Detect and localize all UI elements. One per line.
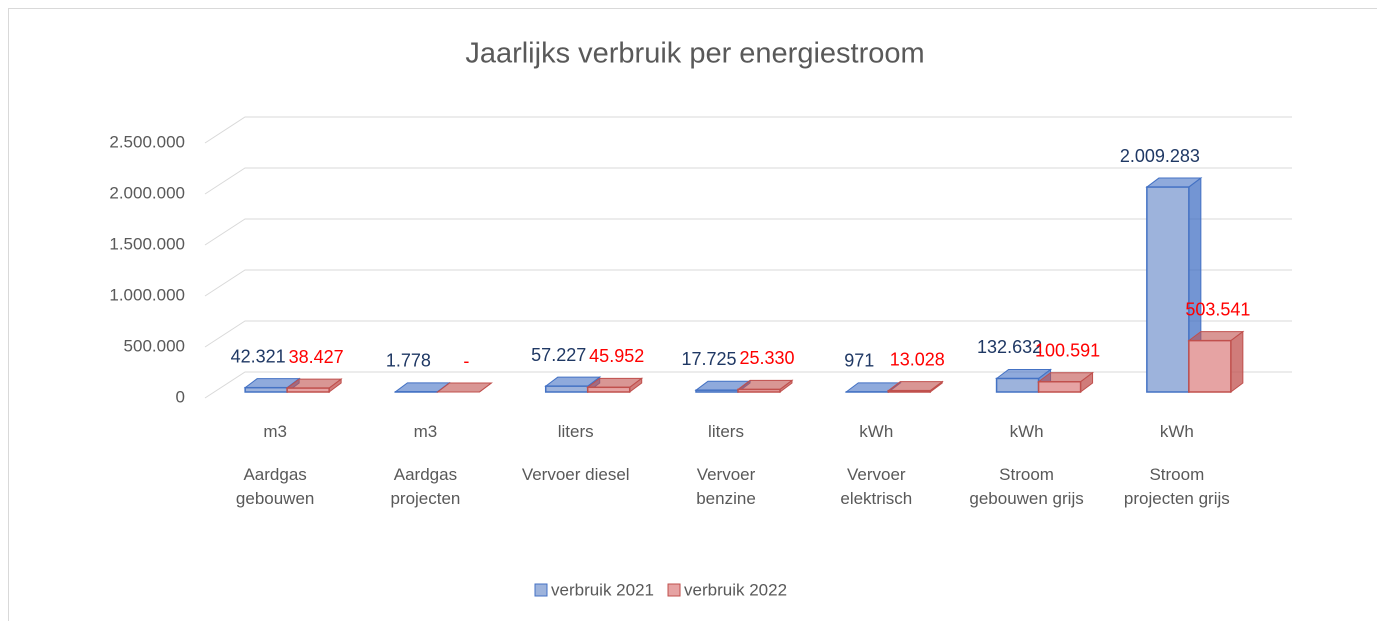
bar-face: [1188, 339, 1232, 393]
grid-line: [204, 218, 1292, 246]
x-unit-label: m3: [263, 422, 287, 441]
y-tick-label: 1.500.000: [109, 234, 185, 253]
bar-face: [887, 389, 932, 393]
x-tick-label: Vervoer benzine: [696, 465, 756, 508]
x-unit-label: kWh: [1009, 422, 1044, 441]
data-label: -: [463, 351, 469, 371]
data-label: 971: [844, 351, 874, 371]
legend-swatch: [667, 583, 681, 597]
bar: [736, 379, 794, 393]
legend-label: verbruik 2021: [551, 580, 654, 599]
bar-face: [737, 388, 781, 393]
x-tick-label: Vervoer elektrisch: [840, 465, 913, 508]
grid-line: [204, 320, 1292, 348]
y-tick-label: 0: [176, 387, 185, 406]
bar: [1037, 371, 1095, 393]
data-label: 17.725: [681, 349, 736, 369]
bar-face: [586, 386, 631, 393]
bar-face: [1146, 186, 1190, 393]
y-tick-label: 500.000: [124, 336, 185, 355]
x-tick-label: Aardgas projecten: [390, 465, 461, 508]
bar-face: [544, 385, 589, 393]
data-label: 1.778: [386, 351, 431, 371]
bar: [1187, 330, 1245, 393]
legend-swatch: [534, 583, 548, 597]
bar-face: [995, 377, 1040, 393]
x-tick-label: Aardgas gebouwen: [235, 465, 315, 508]
data-label: 503.541: [1185, 299, 1250, 319]
x-unit-label: m3: [413, 422, 438, 441]
x-unit-label: liters: [557, 422, 594, 441]
y-tick-label: 1.000.000: [109, 285, 185, 304]
data-label: 132.632: [977, 337, 1042, 357]
data-label: 38.427: [289, 347, 344, 367]
bar-face: [286, 387, 330, 393]
grid-line: [204, 371, 1292, 399]
bar-face: [244, 386, 288, 393]
bar: [886, 380, 944, 393]
grid-line: [204, 269, 1292, 297]
bar: [435, 382, 493, 393]
legend-label: verbruik 2022: [684, 580, 787, 599]
x-unit-label: kWh: [1159, 422, 1194, 441]
bar: [285, 378, 343, 393]
data-label: 100.591: [1035, 340, 1100, 360]
grid-line: [204, 116, 1292, 144]
x-tick-label: Stroom projecten grijs: [1123, 465, 1230, 508]
x-unit-label: kWh: [859, 422, 894, 441]
bar-face: [1037, 380, 1082, 393]
x-tick-label: Vervoer diesel: [521, 465, 630, 484]
y-tick-label: 2.500.000: [109, 132, 185, 151]
data-label: 42.321: [231, 346, 286, 366]
bar-face: [1230, 330, 1244, 393]
data-label: 57.227: [531, 345, 586, 365]
chart-title: Jaarlijks verbruik per energiestroom: [465, 38, 924, 70]
x-tick-label: Stroom gebouwen grijs: [969, 465, 1084, 508]
bar-face: [695, 389, 739, 393]
data-label: 13.028: [890, 349, 945, 369]
data-label: 2.009.283: [1120, 146, 1200, 166]
x-unit-label: liters: [708, 422, 744, 441]
data-label: 45.952: [589, 346, 644, 366]
bar-face: [435, 382, 493, 393]
data-label: 25.330: [739, 348, 794, 368]
y-tick-label: 2.000.000: [109, 183, 185, 202]
grid-line: [204, 167, 1292, 195]
bar: [586, 377, 644, 393]
